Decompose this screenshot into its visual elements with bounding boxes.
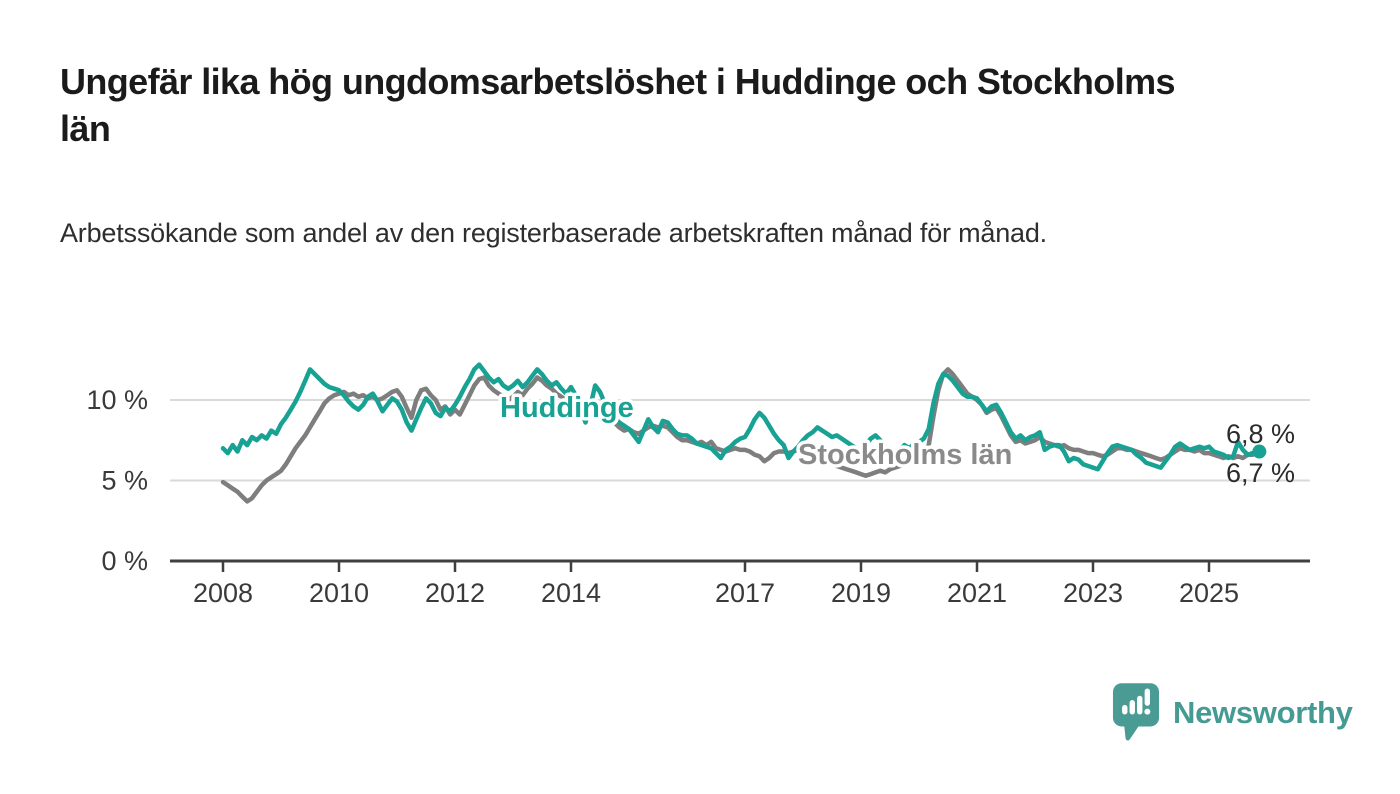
y-axis-label-10: 10 % <box>86 385 148 415</box>
y-axis-label-0: 0 % <box>101 546 148 576</box>
newsworthy-logo-text: Newsworthy <box>1173 695 1353 730</box>
end-value-label-huddinge: 6,8 % <box>1226 419 1295 449</box>
chart-subtitle: Arbetssökande som andel av den registerb… <box>60 218 1047 248</box>
logo-bar-1 <box>1122 704 1128 715</box>
x-axis-label-2014: 2014 <box>541 578 601 608</box>
series-label-huddinge: Huddinge <box>500 392 634 424</box>
x-axis-label-2019: 2019 <box>831 578 891 608</box>
x-axis-label-2025: 2025 <box>1179 578 1239 608</box>
newsworthy-branding-link[interactable]: Newsworthy <box>1112 682 1353 744</box>
x-axis-label-2010: 2010 <box>309 578 369 608</box>
unemployment-line-chart: 0 % 5 % 10 % 2008 2010 2012 2014 2017 2019 2021 20… <box>86 362 1310 608</box>
logo-exclamation-dot <box>1144 708 1151 715</box>
latest-value-dot <box>1252 444 1267 459</box>
logo-bubble-shape <box>1112 683 1160 741</box>
x-axis-label-2012: 2012 <box>425 578 485 608</box>
logo-bar-3 <box>1137 695 1143 715</box>
end-value-label-stockholms-l-n: 6,7 % <box>1226 458 1295 488</box>
x-axis-label-2008: 2008 <box>193 578 253 608</box>
y-axis-label-5: 5 % <box>101 466 148 496</box>
chart-title: Ungefär lika hög ungdomsarbetslöshet i H… <box>60 61 1176 149</box>
series-label-stockholms-l-n: Stockholms län <box>798 439 1012 471</box>
series-line-stockholms-l-n <box>220 367 1260 504</box>
logo-exclamation-bar <box>1144 688 1151 706</box>
logo-bar-2 <box>1129 700 1135 715</box>
series-line-huddinge <box>220 362 1260 472</box>
x-axis-label-2017: 2017 <box>715 578 775 608</box>
newsworthy-logo-icon <box>1112 683 1160 741</box>
x-axis-label-2023: 2023 <box>1063 578 1123 608</box>
x-axis-label-2021: 2021 <box>947 578 1007 608</box>
